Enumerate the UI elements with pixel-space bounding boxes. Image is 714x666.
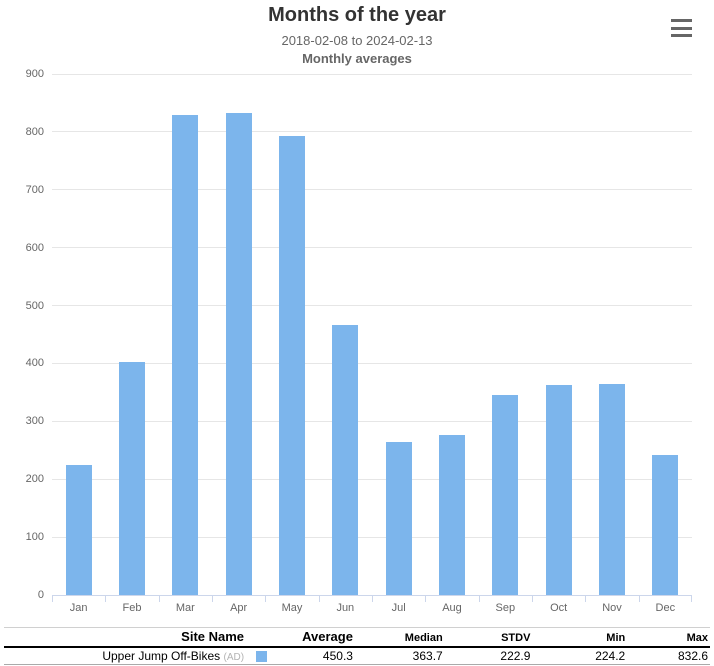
x-axis-label: Apr <box>230 602 248 614</box>
x-axis-tick <box>52 596 53 602</box>
hamburger-icon <box>671 19 692 22</box>
bar-nov[interactable] <box>599 383 625 595</box>
x-axis-label: Aug <box>442 602 462 614</box>
x-axis-tick <box>478 596 480 602</box>
y-axis-label: 400 <box>25 357 44 370</box>
bar-apr[interactable] <box>225 113 252 595</box>
x-axis-tick <box>585 596 587 602</box>
chart-subtitle-averages: Monthly averages <box>302 51 412 66</box>
header-site-name: Site Name <box>4 627 247 648</box>
bar-jul[interactable] <box>385 442 412 595</box>
bar-aug[interactable] <box>439 434 465 595</box>
x-axis-label: Sep <box>495 602 516 614</box>
x-axis-label: Jan <box>69 602 88 614</box>
stats-row: Upper Jump Off-Bikes (AD) 450.3 363.7 22… <box>4 647 710 665</box>
y-gridline <box>52 73 692 75</box>
y-axis-label: 600 <box>25 241 44 254</box>
x-axis-tick <box>212 596 213 602</box>
x-axis-label: Jul <box>391 602 406 614</box>
y-gridline <box>52 131 692 133</box>
x-axis-label: Nov <box>602 602 622 614</box>
site-name: Upper Jump Off-Bikes <box>102 649 221 663</box>
header-swatch-spacer <box>246 627 275 648</box>
x-axis-tick <box>532 596 533 602</box>
bar-mar[interactable] <box>172 115 199 595</box>
x-axis-tick <box>318 596 320 602</box>
header-max: Max <box>627 627 710 648</box>
y-axis-label: 0 <box>37 589 44 601</box>
max-value: 832.6 <box>627 647 710 665</box>
x-axis-label: May <box>281 602 303 614</box>
site-name-cell: Upper Jump Off-Bikes (AD) <box>4 647 247 665</box>
y-gridline <box>52 420 692 422</box>
median-value: 363.7 <box>354 647 445 665</box>
hamburger-icon <box>671 34 692 37</box>
x-axis-tick <box>425 596 427 602</box>
header-stdv: STDV <box>444 627 533 648</box>
legend-swatch-cell <box>246 647 275 665</box>
x-axis-tick <box>265 596 267 602</box>
chart-title: Months of the year <box>268 4 446 26</box>
y-gridline <box>52 305 692 307</box>
stdv-value: 222.9 <box>444 647 533 665</box>
min-value: 224.2 <box>532 647 628 665</box>
bar-jan[interactable] <box>65 465 92 595</box>
chart-subtitle: 2018-02-08 to 2024-02-13 <box>281 33 433 48</box>
y-axis-label: 500 <box>25 299 44 312</box>
legend-swatch-icon <box>256 651 268 663</box>
y-gridline <box>52 536 692 538</box>
header-average: Average <box>274 627 355 648</box>
y-axis-label: 800 <box>25 125 44 138</box>
bar-jun[interactable] <box>332 325 359 595</box>
average-value: 450.3 <box>274 647 355 665</box>
x-axis-tick <box>105 596 107 602</box>
bar-sep[interactable] <box>492 394 519 595</box>
y-axis-label: 900 <box>25 68 44 80</box>
stats-header-row: Site Name Average Median STDV Min Max <box>4 627 710 648</box>
export-menu-button[interactable] <box>671 19 693 37</box>
y-gridline <box>52 478 692 480</box>
x-axis-label: Oct <box>550 602 568 614</box>
x-axis-tick <box>372 596 373 602</box>
y-axis-label: 300 <box>25 415 44 428</box>
hamburger-icon <box>671 26 692 30</box>
x-axis-label: Jun <box>336 602 355 614</box>
x-axis-tick <box>638 596 640 602</box>
header-median: Median <box>354 627 445 648</box>
site-suffix: (AD) <box>223 652 245 663</box>
x-axis-line <box>52 595 692 596</box>
stats-table: Site Name Average Median STDV Min Max Up… <box>4 627 710 665</box>
plot-area: 0 100 200 300 400 500 600 700 800 900 Jan Feb Mar Apr… <box>26 68 692 614</box>
x-axis-tick <box>158 596 160 602</box>
bar-oct[interactable] <box>545 384 572 595</box>
bar-feb[interactable] <box>119 361 145 595</box>
x-axis-label: Feb <box>122 602 142 614</box>
bar-may[interactable] <box>279 135 305 595</box>
x-axis-label: Mar <box>175 602 195 614</box>
bar-dec[interactable] <box>652 455 679 595</box>
x-axis-tick <box>691 596 692 602</box>
y-axis-label: 100 <box>25 531 44 544</box>
x-axis-label: Dec <box>655 602 676 614</box>
y-gridline <box>52 362 692 364</box>
y-gridline <box>52 189 692 191</box>
header-min: Min <box>532 627 628 648</box>
y-gridline <box>52 247 692 249</box>
y-axis-label: 700 <box>25 183 44 196</box>
y-axis-label: 200 <box>25 473 44 486</box>
